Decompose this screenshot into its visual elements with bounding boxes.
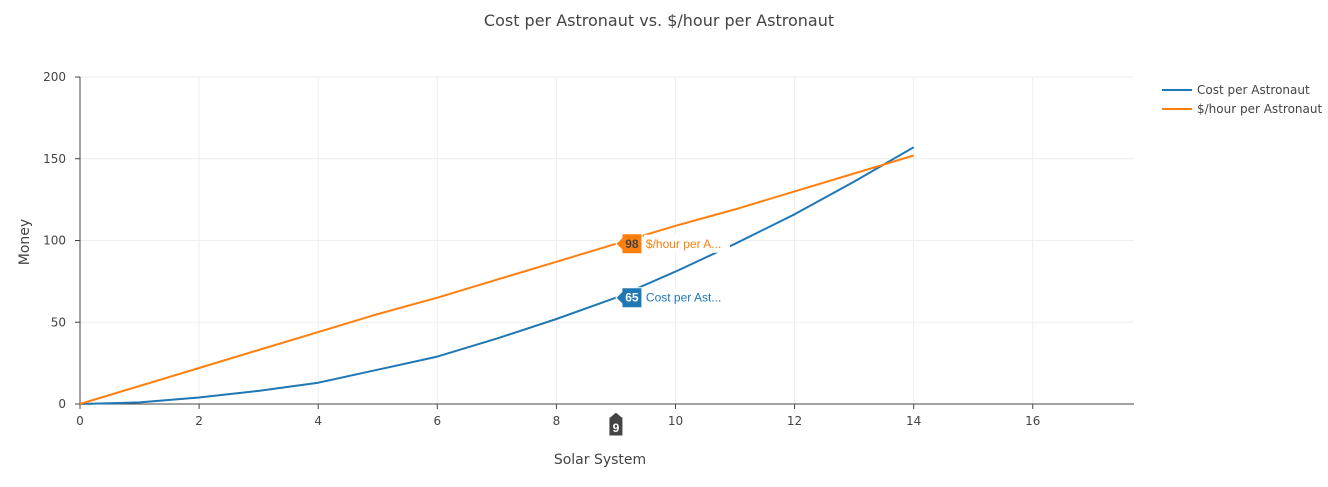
x-hover-value: 9 <box>613 421 620 435</box>
x-axis-title: Solar System <box>554 452 646 468</box>
hover-value-0: 65 <box>625 291 639 305</box>
series-lines <box>79 146 915 405</box>
hover-value-1: 98 <box>625 237 639 251</box>
y-tick-label: 0 <box>58 397 66 411</box>
hover-series-text-1: $/hour per A... <box>646 237 721 251</box>
series-line-0 <box>79 146 915 405</box>
legend-label-1: $/hour per Astronaut <box>1197 102 1322 116</box>
x-tick-label: 8 <box>553 414 561 428</box>
y-tick-label: 150 <box>43 152 66 166</box>
grid-lines <box>80 76 1134 404</box>
hover-series-text-0: Cost per Ast... <box>646 291 721 305</box>
hover-tag-0 <box>615 287 643 309</box>
x-tick-label: 0 <box>76 414 84 428</box>
y-axis-title: Money <box>17 219 33 265</box>
y-tick-label: 100 <box>43 234 66 248</box>
x-tick-label: 10 <box>668 414 683 428</box>
x-tick-label: 4 <box>314 414 322 428</box>
hover-labels: 9 65 Cost per Ast... 98 $/hour per A... <box>608 233 730 437</box>
chart-title: Cost per Astronaut vs. $/hour per Astron… <box>484 11 834 30</box>
x-hover-tag <box>608 411 624 437</box>
legend-label-0: Cost per Astronaut <box>1197 83 1310 97</box>
y-tick-label: 50 <box>51 315 66 329</box>
hover-text-bg-0 <box>643 288 730 307</box>
x-tick-label: 16 <box>1025 414 1040 428</box>
x-axis-ticks: 0 2 4 6 8 10 12 14 16 <box>76 404 1040 428</box>
series-line-1 <box>79 154 914 405</box>
hover-tag-1 <box>615 233 643 255</box>
x-tick-label: 14 <box>906 414 921 428</box>
x-tick-label: 2 <box>195 414 203 428</box>
x-tick-label: 6 <box>433 414 441 428</box>
legend[interactable]: Cost per Astronaut $/hour per Astronaut <box>1162 83 1322 116</box>
hover-text-bg-1 <box>643 234 730 253</box>
legend-item-1[interactable]: $/hour per Astronaut <box>1162 102 1322 116</box>
y-axis-ticks: 0 50 100 150 200 <box>43 70 80 411</box>
x-tick-label: 12 <box>787 414 802 428</box>
y-tick-label: 200 <box>43 70 66 84</box>
legend-item-0[interactable]: Cost per Astronaut <box>1162 83 1310 97</box>
